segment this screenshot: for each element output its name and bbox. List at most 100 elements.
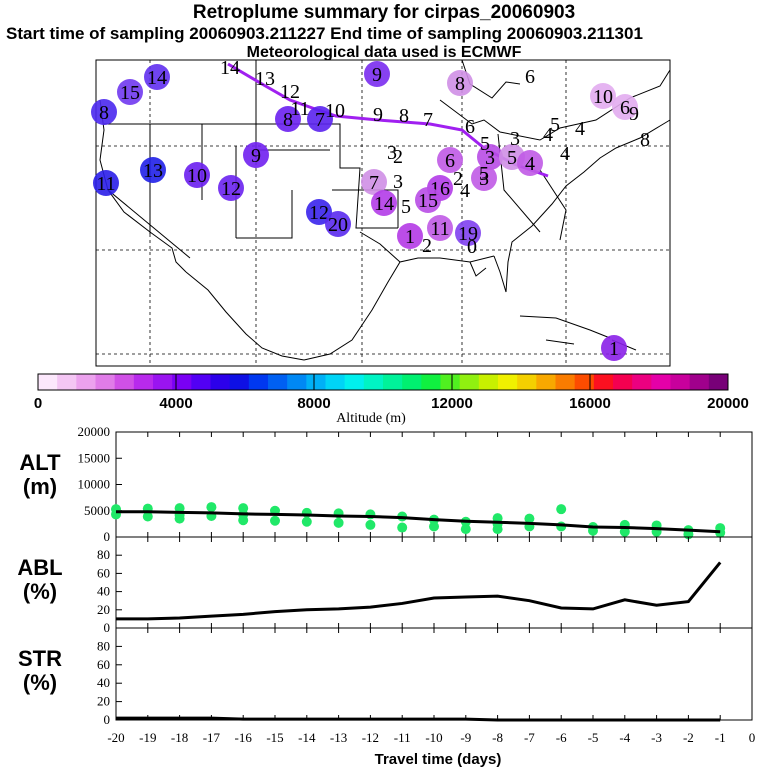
particle-point: [397, 522, 408, 533]
colorbar-swatch: [478, 374, 499, 390]
plume-marker-label: 5: [507, 147, 517, 169]
plume-marker-label: 1: [405, 226, 415, 248]
x-tick-label: -16: [235, 730, 253, 745]
colorbar-swatch: [536, 374, 556, 390]
y-tick-label: 20000: [78, 424, 111, 439]
day-label: 5: [480, 133, 490, 155]
day-label: 4: [575, 118, 585, 140]
colorbar-swatch: [76, 374, 96, 390]
plume-marker: [590, 83, 616, 109]
particle-point: [556, 504, 567, 515]
plume-marker-label: 15: [418, 190, 438, 212]
colorbar-swatch: [363, 374, 384, 390]
day-label: 9: [373, 104, 383, 126]
str-line: [116, 716, 721, 722]
x-tick-label: -5: [588, 730, 599, 745]
particle-point: [524, 513, 535, 524]
colorbar-tick-label: 0: [34, 395, 42, 412]
colorbar-tick-label: 12000: [431, 395, 473, 412]
particle-point: [270, 515, 280, 526]
plume-marker: [477, 144, 503, 170]
plume-marker: [397, 223, 423, 249]
plume-marker-label: 20: [328, 214, 348, 236]
plume-marker-label: 11: [96, 173, 115, 195]
plume-marker-label: 6: [620, 97, 630, 119]
day-label: 12: [280, 81, 300, 103]
day-label: 5: [401, 196, 411, 218]
y-axis-label: ALT: [19, 450, 61, 475]
particle-point: [174, 513, 185, 524]
plume-marker-label: 7: [369, 172, 379, 194]
plume-marker: [275, 106, 301, 132]
colorbar-swatch: [651, 374, 671, 390]
plume-marker-label: 10: [187, 165, 207, 187]
colorbar-swatch: [268, 374, 288, 390]
colorbar-swatch: [38, 374, 58, 390]
y-axis-label: (%): [23, 670, 57, 695]
day-label: 2: [393, 146, 403, 168]
colorbar-swatch: [383, 374, 403, 390]
mean-altitude-line: [116, 510, 721, 534]
particle-point: [142, 511, 153, 522]
day-label: 13: [255, 68, 275, 90]
panel-frame: [115, 627, 753, 721]
altitude-colorbar: 0 4000 8000 12000 16000 20000: [34, 373, 749, 412]
particle-point: [206, 502, 217, 513]
y-tick-label: 20: [97, 694, 110, 709]
day-label: 3: [393, 171, 403, 193]
y-tick-label: 0: [104, 529, 111, 544]
plume-marker: [364, 61, 390, 87]
particle-point: [365, 519, 376, 530]
day-label: 9: [629, 103, 639, 125]
abl-line: [116, 561, 722, 621]
plume-marker-label: 12: [309, 202, 329, 224]
day-label: 2: [453, 168, 463, 190]
x-tick-label: 0: [749, 730, 756, 745]
plume-marker: [612, 94, 638, 120]
x-tick-label: -10: [425, 730, 442, 745]
plume-marker-label: 3: [485, 147, 495, 169]
colorbar-swatch: [670, 374, 691, 390]
x-tick-label: -9: [460, 730, 471, 745]
plume-marker: [437, 147, 463, 173]
colorbar-swatch: [248, 374, 269, 390]
particle-point: [301, 516, 312, 527]
plume-marker-label: 8: [455, 73, 465, 95]
x-tick-label: -8: [492, 730, 503, 745]
y-tick-label: 60: [97, 565, 110, 580]
plume-marker: [140, 157, 166, 183]
y-tick-label: 80: [97, 547, 110, 562]
colorbar-swatch: [459, 374, 480, 390]
plume-marker-label: 15: [120, 82, 140, 104]
y-axis-label: (%): [23, 579, 57, 604]
day-label: 4: [543, 124, 553, 146]
plume-marker-label: 11: [430, 218, 449, 240]
plume-marker-label: 7: [315, 109, 325, 131]
colorbar-swatch: [440, 374, 461, 390]
colorbar-swatch: [613, 374, 633, 390]
plume-marker: [325, 211, 351, 237]
panel-frame: [115, 536, 753, 629]
plume-marker-label: 12: [221, 178, 241, 200]
day-label: 10: [325, 100, 345, 122]
y-tick-label: 0: [104, 620, 111, 635]
day-label: 6: [465, 116, 475, 138]
colorbar-swatch: [421, 374, 441, 390]
x-tick-label: -4: [619, 730, 630, 745]
plume-marker: [218, 175, 244, 201]
plume-marker: [91, 99, 117, 125]
plume-marker-label: 1: [609, 338, 619, 360]
colorbar-swatch: [574, 374, 595, 390]
y-tick-label: 10000: [78, 477, 111, 492]
y-tick-label: 60: [97, 657, 110, 672]
plume-marker-label: 4: [525, 153, 535, 175]
x-tick-label: -2: [683, 730, 694, 745]
colorbar-swatch: [325, 374, 346, 390]
y-tick-label: 80: [97, 638, 110, 653]
day-label: 0: [467, 236, 477, 258]
x-tick-label: -11: [394, 730, 411, 745]
plume-marker-label: 8: [99, 102, 109, 124]
day-label: 5: [550, 114, 560, 136]
day-label: 3: [387, 142, 397, 164]
